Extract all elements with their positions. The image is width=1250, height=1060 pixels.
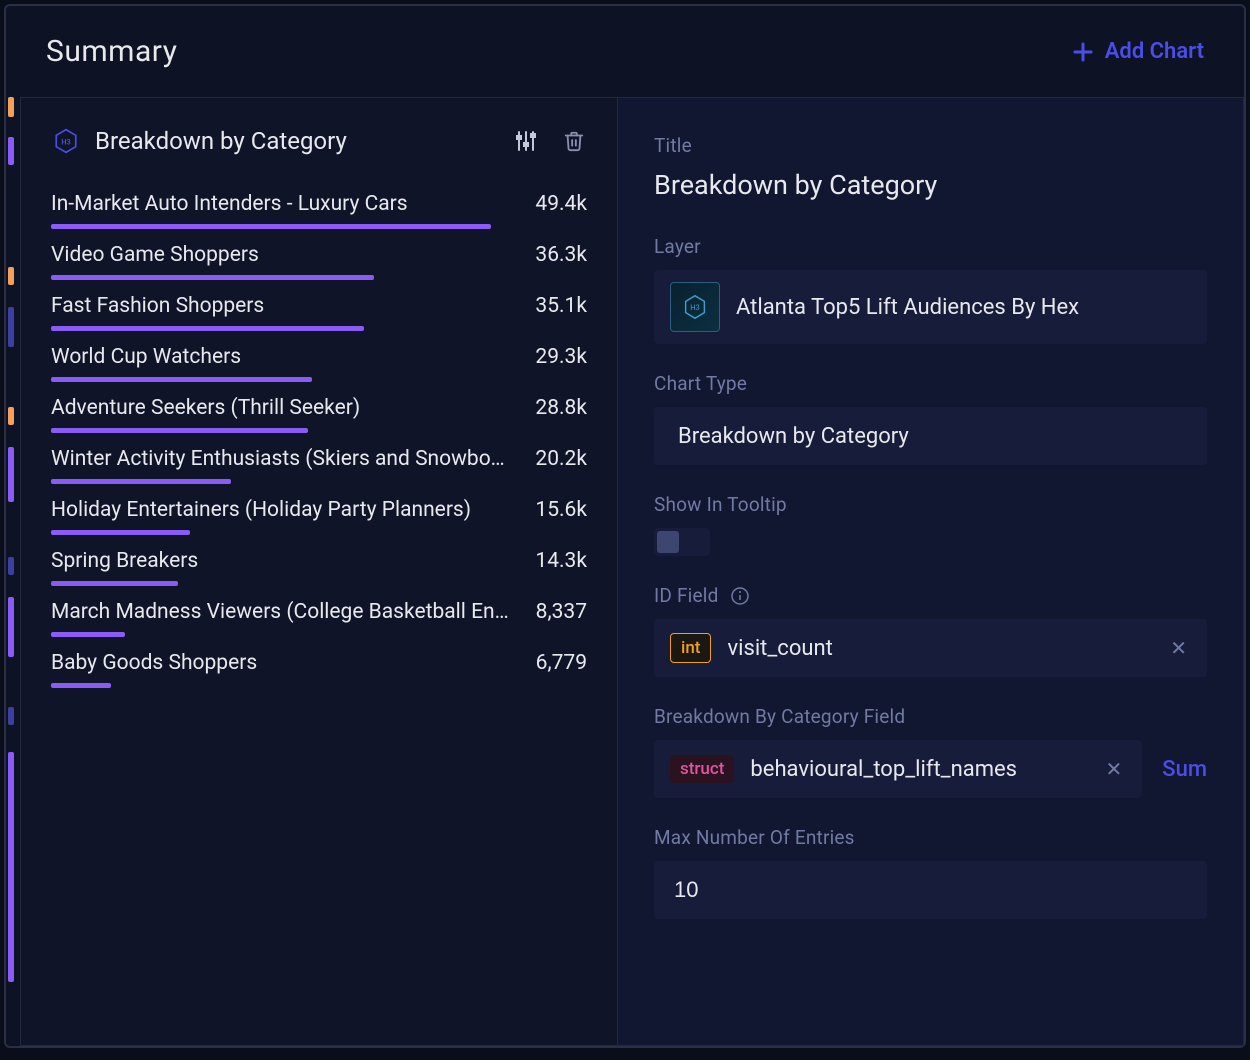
- header: Summary Add Chart: [6, 6, 1244, 97]
- bar-row[interactable]: In-Market Auto Intenders - Luxury Cars 49…: [51, 192, 587, 229]
- svg-text:H3: H3: [690, 303, 700, 312]
- breakdown-field-name: behavioural_top_lift_names: [750, 757, 1085, 782]
- max-entries-input[interactable]: [654, 861, 1207, 919]
- settings-sliders-icon[interactable]: [513, 128, 539, 154]
- bar-label: Spring Breakers: [51, 549, 198, 573]
- bar-fill: [51, 275, 374, 280]
- bar-row[interactable]: Adventure Seekers (Thrill Seeker) 28.8k: [51, 396, 587, 433]
- bar-row[interactable]: Spring Breakers 14.3k: [51, 549, 587, 586]
- bar-fill: [51, 581, 178, 586]
- bar-label: Baby Goods Shoppers: [51, 651, 257, 675]
- bar-fill: [51, 683, 111, 688]
- type-tag-int: int: [670, 633, 711, 663]
- bar-row[interactable]: Winter Activity Enthusiasts (Skiers and …: [51, 447, 587, 484]
- layer-select[interactable]: H3 Atlanta Top5 Lift Audiences By Hex: [654, 270, 1207, 344]
- bar-value: 15.6k: [525, 498, 587, 522]
- bar-value: 8,337: [526, 600, 587, 624]
- toggle-knob: [657, 531, 679, 553]
- config-id-field-label: ID Field: [654, 584, 718, 607]
- clear-breakdown-field-icon[interactable]: ✕: [1102, 757, 1127, 781]
- config-tooltip-label: Show In Tooltip: [654, 493, 1207, 516]
- config-max-entries-label: Max Number Of Entries: [654, 826, 1207, 849]
- bar-label: Winter Activity Enthusiasts (Skiers and …: [51, 447, 511, 471]
- bar-fill: [51, 530, 190, 535]
- type-tag-struct: struct: [670, 755, 734, 783]
- svg-text:H3: H3: [61, 137, 70, 146]
- bar-label: World Cup Watchers: [51, 345, 241, 369]
- clear-id-field-icon[interactable]: ✕: [1166, 636, 1191, 660]
- bar-fill: [51, 479, 231, 484]
- add-chart-label: Add Chart: [1105, 39, 1204, 64]
- chart-type-value: Breakdown by Category: [670, 420, 917, 453]
- config-tooltip-group: Show In Tooltip: [654, 493, 1207, 556]
- bar-row[interactable]: Holiday Entertainers (Holiday Party Plan…: [51, 498, 587, 535]
- config-chart-type-label: Chart Type: [654, 372, 1207, 395]
- bar-label: Fast Fashion Shoppers: [51, 294, 264, 318]
- bar-label: Video Game Shoppers: [51, 243, 259, 267]
- bar-fill: [51, 326, 364, 331]
- config-breakdown-field-group: Breakdown By Category Field struct behav…: [654, 705, 1207, 798]
- bar-value: 29.3k: [525, 345, 587, 369]
- page-title: Summary: [46, 34, 177, 69]
- breakdown-field-select[interactable]: struct behavioural_top_lift_names ✕: [654, 740, 1142, 798]
- config-max-entries-group: Max Number Of Entries: [654, 826, 1207, 919]
- trash-icon[interactable]: [561, 128, 587, 154]
- id-field-select[interactable]: int visit_count ✕: [654, 619, 1207, 677]
- chart-type-select[interactable]: Breakdown by Category: [654, 407, 1207, 465]
- bar-fill: [51, 632, 125, 637]
- config-id-field-group: ID Field int visit_count ✕: [654, 584, 1207, 677]
- bar-value: 36.3k: [525, 243, 587, 267]
- layer-name: Atlanta Top5 Lift Audiences By Hex: [736, 295, 1079, 320]
- bar-label: Holiday Entertainers (Holiday Party Plan…: [51, 498, 471, 522]
- bar-row[interactable]: Baby Goods Shoppers 6,779: [51, 651, 587, 688]
- bar-value: 20.2k: [525, 447, 587, 471]
- plus-icon: [1071, 40, 1095, 64]
- bar-row[interactable]: Video Game Shoppers 36.3k: [51, 243, 587, 280]
- sidebar-minimap: [6, 97, 20, 1046]
- config-title-group: Title Breakdown by Category: [654, 134, 1207, 201]
- layer-thumb-icon: H3: [670, 282, 720, 332]
- bar-row[interactable]: March Madness Viewers (College Basketbal…: [51, 600, 587, 637]
- hex-icon: H3: [51, 126, 81, 156]
- info-icon[interactable]: [730, 586, 750, 606]
- config-panel: Title Breakdown by Category Layer H3 Atl…: [618, 97, 1244, 1046]
- chart-card: H3 Breakdown by Category In-Market Auto …: [20, 97, 618, 1046]
- bar-label: Adventure Seekers (Thrill Seeker): [51, 396, 360, 420]
- config-breakdown-label: Breakdown By Category Field: [654, 705, 1207, 728]
- bar-row[interactable]: World Cup Watchers 29.3k: [51, 345, 587, 382]
- bar-value: 14.3k: [525, 549, 587, 573]
- add-chart-button[interactable]: Add Chart: [1071, 39, 1204, 64]
- aggregation-select[interactable]: Sum: [1162, 757, 1207, 782]
- bar-list: In-Market Auto Intenders - Luxury Cars 49…: [21, 182, 617, 702]
- bar-fill: [51, 377, 312, 382]
- bar-row[interactable]: Fast Fashion Shoppers 35.1k: [51, 294, 587, 331]
- id-field-name: visit_count: [727, 636, 1150, 661]
- config-layer-group: Layer H3 Atlanta Top5 Lift Audiences By …: [654, 235, 1207, 344]
- chart-card-header: H3 Breakdown by Category: [21, 120, 617, 182]
- bar-value: 35.1k: [525, 294, 587, 318]
- config-layer-label: Layer: [654, 235, 1207, 258]
- config-title-label: Title: [654, 134, 1207, 157]
- bar-value: 28.8k: [525, 396, 587, 420]
- bar-label: March Madness Viewers (College Basketbal…: [51, 600, 511, 624]
- bar-value: 6,779: [526, 651, 587, 675]
- chart-card-title: Breakdown by Category: [95, 127, 513, 155]
- tooltip-toggle[interactable]: [654, 528, 710, 556]
- config-title-value[interactable]: Breakdown by Category: [654, 169, 1207, 201]
- bar-value: 49.4k: [525, 192, 587, 216]
- bar-fill: [51, 428, 308, 433]
- bar-label: In-Market Auto Intenders - Luxury Cars: [51, 192, 408, 216]
- bar-fill: [51, 224, 491, 229]
- config-chart-type-group: Chart Type Breakdown by Category: [654, 372, 1207, 465]
